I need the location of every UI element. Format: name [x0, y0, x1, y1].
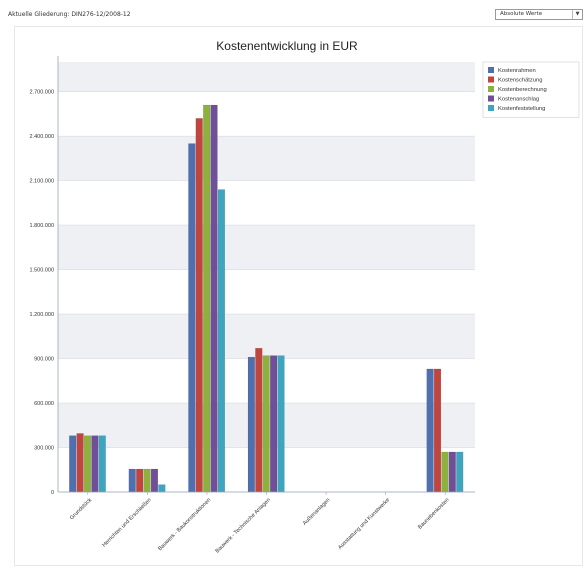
legend-label[interactable]: Kostenrahmen [498, 68, 536, 74]
plot-band [58, 136, 475, 181]
bar[interactable] [69, 435, 77, 493]
bar[interactable] [255, 347, 263, 493]
y-tick-label: 300.000 [34, 446, 54, 452]
legend-label[interactable]: Kostenfeststellung [498, 106, 545, 112]
bars [69, 104, 464, 493]
legend-label[interactable]: Kostenschätzung [498, 78, 542, 84]
bar[interactable] [426, 368, 434, 493]
bar[interactable] [441, 451, 449, 493]
bar[interactable] [195, 118, 203, 493]
bar[interactable] [270, 355, 278, 493]
bar[interactable] [217, 189, 226, 493]
plot-band [58, 225, 475, 270]
bar[interactable] [247, 356, 256, 493]
y-tick-label: 1.800.000 [30, 223, 54, 229]
bar[interactable] [128, 468, 136, 493]
legend-label[interactable]: Kostenberechnung [498, 87, 547, 93]
bar[interactable] [143, 468, 151, 493]
bar[interactable] [433, 368, 442, 493]
view-mode-select[interactable]: Absolute Werte ▼ [495, 9, 583, 20]
x-tick-label: Herrichten und Erschließen [101, 497, 152, 548]
x-tick-label: Bauwerk - Baukonstruktionen [157, 497, 212, 552]
y-tick-label: 900.000 [34, 357, 54, 363]
bar[interactable] [456, 451, 464, 493]
legend-swatch [488, 86, 494, 92]
legend-box [482, 61, 580, 118]
x-tick-label: Außenanlagen [302, 497, 332, 527]
chart-title: Kostenentwicklung in EUR [216, 39, 358, 53]
view-mode-select-value: Absolute Werte [500, 11, 543, 17]
y-tick-label: 1.500.000 [30, 268, 54, 274]
bar[interactable] [91, 435, 99, 493]
chevron-down-icon[interactable]: ▼ [572, 10, 582, 19]
bar[interactable] [83, 435, 92, 493]
bar[interactable] [277, 355, 285, 493]
legend-swatch [488, 67, 494, 73]
bar[interactable] [262, 355, 270, 493]
x-tick-label: Ausstattung und Kunstwerke [337, 497, 391, 551]
legend-swatch [488, 95, 494, 102]
bar[interactable] [448, 451, 456, 493]
x-axis: Grundstück Herrichten und Erschließen Bauw… [58, 491, 475, 555]
y-tick-label: 1.200.000 [30, 312, 54, 318]
x-tick-label: Baunebenkosten [417, 497, 450, 530]
bar[interactable] [150, 468, 159, 493]
legend-label[interactable]: Kostenanschlag [498, 97, 539, 103]
y-tick-label: 2.700.000 [30, 90, 54, 96]
legend-swatch [488, 76, 494, 83]
legend: Kostenrahmen Kostenschätzung Kostenberechn… [482, 61, 580, 118]
bar[interactable] [136, 468, 144, 493]
bar[interactable] [158, 484, 166, 493]
legend-swatch [488, 105, 494, 111]
x-tick-label: Grundstück [69, 497, 93, 521]
bar[interactable] [76, 433, 84, 493]
y-tick-label: 0 [51, 490, 54, 496]
y-tick-label: 600.000 [34, 401, 54, 407]
y-tick-label: 2.100.000 [30, 179, 54, 185]
bar[interactable] [210, 104, 218, 493]
top-bar: Aktuelle Gliederung: DIN276-12/2008-12 A… [0, 0, 587, 30]
plot-band [58, 62, 475, 92]
y-tick-label: 2.400.000 [30, 134, 54, 140]
breadcrumb: Aktuelle Gliederung: DIN276-12/2008-12 [8, 11, 131, 18]
bar[interactable] [98, 435, 106, 493]
bar[interactable] [188, 143, 196, 493]
plot-band [58, 314, 475, 359]
x-tick-label: Bauwerk - Technische Anlagen [215, 497, 272, 554]
bar[interactable] [203, 104, 211, 493]
y-axis: 0 300.000 600.000 900.000 1.200.000 1.500.000… [30, 56, 59, 496]
